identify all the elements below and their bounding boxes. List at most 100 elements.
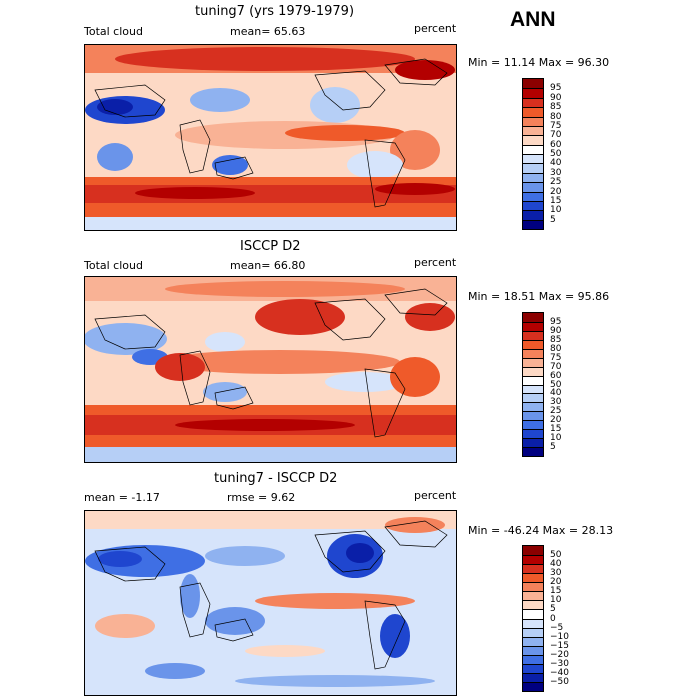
- colorbar-swatch: [523, 135, 543, 145]
- colorbar-label: 90: [550, 92, 562, 103]
- colorbar-label: 50: [550, 550, 562, 561]
- colorbar-label: −15: [550, 640, 569, 651]
- panel-diff-minmax: Min = -46.24 Max = 28.13: [468, 524, 614, 537]
- panel-diff-units: percent: [414, 489, 457, 502]
- colorbar-label: 30: [550, 397, 562, 408]
- colorbar-label: 75: [550, 352, 562, 363]
- colorbar-swatch: [523, 582, 543, 592]
- colorbar-swatch: [523, 564, 543, 574]
- colorbar-label: 40: [550, 158, 562, 169]
- colorbar-swatch: [523, 645, 543, 655]
- colorbar-label: 10: [550, 433, 562, 444]
- colorbar-label: 20: [550, 415, 562, 426]
- colorbar-swatch: [523, 366, 543, 376]
- panel-obs-colorbar: 95 90 85 80 75 70 60 50 40 30 25 20 15 10 5: [522, 312, 561, 457]
- panel-obs-map-svg: [85, 277, 456, 462]
- colorbar-label: 40: [550, 559, 562, 570]
- panel-model-map-svg: [85, 45, 456, 230]
- panel-model-title: tuning7 (yrs 1979-1979): [195, 4, 355, 19]
- colorbar-swatch: [523, 555, 543, 565]
- colorbar-swatch: [523, 144, 543, 154]
- colorbar-label: 60: [550, 370, 562, 381]
- colorbar-swatch: [523, 116, 543, 126]
- colorbar-swatch: [523, 663, 543, 673]
- colorbar-swatch: [523, 681, 543, 691]
- colorbar-swatch: [523, 313, 543, 322]
- colorbar-label: 15: [550, 195, 562, 206]
- panel-model-center-label: mean= 65.63: [230, 25, 306, 38]
- colorbar-label: 20: [550, 186, 562, 197]
- colorbar-swatch: [523, 88, 543, 98]
- season-label: ANN: [510, 8, 556, 31]
- panel-model-units: percent: [414, 22, 457, 35]
- colorbar-label: 30: [550, 568, 562, 579]
- colorbar-swatch: [523, 375, 543, 385]
- colorbar-swatch: [523, 627, 543, 637]
- panel-obs-left-label: Total cloud: [84, 259, 143, 272]
- colorbar-swatch: [523, 411, 543, 421]
- panel-model-left-label: Total cloud: [84, 25, 143, 38]
- colorbar-swatch: [523, 393, 543, 403]
- colorbar-label: 25: [550, 406, 562, 417]
- colorbar-swatch: [523, 654, 543, 664]
- colorbar-swatch: [523, 573, 543, 583]
- colorbar-label: −10: [550, 631, 569, 642]
- panel-obs-title: ISCCP D2: [240, 239, 301, 254]
- colorbar-swatch: [523, 339, 543, 349]
- colorbar-label: 95: [550, 316, 562, 327]
- colorbar-swatch: [523, 219, 543, 229]
- panel-diff-map-svg: [85, 511, 456, 695]
- panel-diff-mean: mean = -1.17: [84, 491, 160, 504]
- colorbar-label: 80: [550, 343, 562, 354]
- colorbar-label: 5: [550, 442, 556, 453]
- panel-obs-map: [84, 276, 457, 463]
- colorbar-label: 30: [550, 167, 562, 178]
- colorbar-label: 5: [550, 214, 556, 225]
- colorbar-label: −40: [550, 667, 569, 678]
- colorbar-swatch: [523, 546, 543, 556]
- panel-obs-center-label: mean= 66.80: [230, 259, 306, 272]
- panel-model-colorbar: 95 90 85 80 75 70 60 50 40 30 25 20 15 10 5: [522, 78, 561, 230]
- colorbar-label: −20: [550, 649, 569, 660]
- colorbar-label: 60: [550, 139, 562, 150]
- colorbar-label: 15: [550, 586, 562, 597]
- colorbar-label: 90: [550, 325, 562, 336]
- colorbar-label: 20: [550, 577, 562, 588]
- colorbar-swatch: [523, 125, 543, 136]
- colorbar-swatch: [523, 591, 543, 601]
- colorbar-swatch: [523, 429, 543, 439]
- colorbar-label: −30: [550, 658, 569, 669]
- colorbar-swatch: [523, 172, 543, 183]
- colorbar-label: −50: [550, 676, 569, 687]
- colorbar-label: 50: [550, 149, 562, 159]
- colorbar-label: 5: [550, 604, 556, 615]
- panel-obs-units: percent: [414, 256, 457, 269]
- colorbar-swatch: [523, 447, 543, 456]
- colorbar-label: 70: [550, 130, 562, 141]
- panel-model-minmax: Min = 11.14 Max = 96.30: [468, 56, 610, 69]
- colorbar-label: 85: [550, 102, 562, 113]
- colorbar-swatch: [523, 107, 543, 117]
- panel-diff-map: [84, 510, 457, 696]
- colorbar-swatch: [523, 357, 543, 367]
- colorbar-swatch: [523, 97, 543, 108]
- colorbar-swatch: [523, 348, 543, 358]
- colorbar-swatch: [523, 79, 543, 89]
- colorbar-swatch: [523, 438, 543, 448]
- colorbar-label: −5: [550, 622, 564, 633]
- colorbar-swatch: [523, 609, 543, 619]
- colorbar-label: 15: [550, 424, 562, 435]
- panel-diff-colorbar: 50 40 30 20 15 10 5 0 −5 −10 −15 −20 −30 −40 −50: [522, 545, 569, 692]
- panel-diff-title: tuning7 - ISCCP D2: [214, 471, 338, 486]
- colorbar-swatch: [523, 618, 543, 628]
- colorbar-label: 80: [550, 111, 562, 122]
- colorbar-label: 10: [550, 205, 562, 216]
- colorbar-label: 75: [550, 120, 562, 131]
- colorbar-label: 70: [550, 361, 562, 372]
- colorbar-swatch: [523, 636, 543, 646]
- colorbar-label: 0: [550, 613, 556, 624]
- colorbar-swatch: [523, 384, 543, 394]
- colorbar-swatch: [523, 402, 543, 412]
- colorbar-label: 10: [550, 595, 562, 606]
- colorbar-swatch: [523, 200, 543, 211]
